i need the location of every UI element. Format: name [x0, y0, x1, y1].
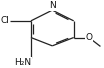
Text: H₂N: H₂N: [14, 58, 31, 67]
Text: Cl: Cl: [1, 16, 9, 25]
Text: O: O: [85, 33, 92, 42]
Text: N: N: [49, 1, 56, 10]
